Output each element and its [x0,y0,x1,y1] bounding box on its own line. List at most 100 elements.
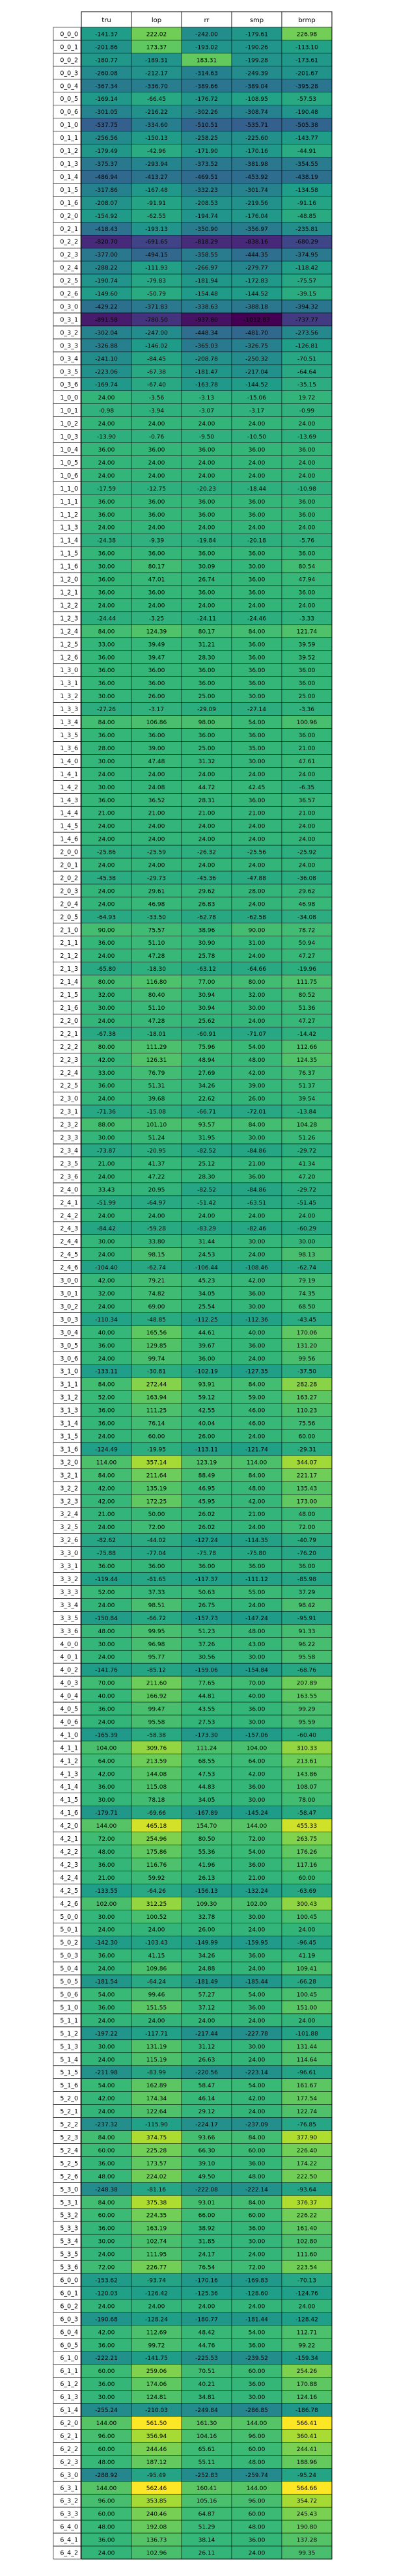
heatmap-cell-value: 111.95 [146,2252,167,2258]
heatmap-cell-value: -118.42 [295,265,318,272]
heatmap-cell-value: 374.75 [146,2135,167,2141]
heatmap-cell-value: 24.00 [249,1966,266,1973]
column-header-label: brmp [298,17,315,24]
heatmap-cell-value: -169.14 [95,96,118,103]
heatmap-cell-value: -818.29 [195,239,218,246]
heatmap-cell-value: 360.41 [297,2434,318,2440]
heatmap-cell-value: 24.00 [249,2057,266,2063]
heatmap-cell-value: 51.10 [148,1005,165,1012]
heatmap-cell-value: -444.35 [245,252,268,259]
row-label: 2_0_1 [60,862,78,869]
heatmap-cell-value: -314.63 [195,70,218,77]
heatmap-cell-value: 24.00 [299,837,316,843]
heatmap-cell-value: 561.50 [146,2420,167,2427]
heatmap-cell-value: 75.96 [198,1044,215,1051]
heatmap-cell-value: -220.56 [195,2070,218,2076]
row-label: 1_3_5 [60,732,78,739]
heatmap-cell-value: 80.52 [299,992,316,999]
row-label: 3_2_1 [60,1472,78,1479]
heatmap-cell-value: 80.00 [98,979,115,986]
heatmap-cell-value: 24.00 [98,2109,115,2115]
heatmap-cell-value: 24.00 [198,2303,215,2310]
heatmap-cell-value: 24.00 [198,863,215,869]
heatmap-cell-value: 39.68 [148,1096,165,1103]
heatmap-cell-value: 126.31 [146,1057,167,1064]
heatmap-cell-value: 28.30 [198,655,215,661]
heatmap-cell-value: -242.00 [195,31,218,38]
heatmap-cell-value: 46.95 [198,1485,215,1492]
heatmap-cell-value: -111.93 [145,265,168,272]
heatmap-cell-value: -3.56 [149,395,165,401]
heatmap-cell-value: 21.00 [98,1875,115,1882]
heatmap-cell-value: 36.00 [148,590,165,596]
row-label: 0_1_5 [60,187,78,194]
heatmap-cell-value: 102.80 [297,2239,318,2245]
heatmap-cell-value: 344.07 [297,1459,318,1466]
heatmap-cell-value: 24.00 [98,603,115,609]
heatmap-cell-value: 300.43 [297,1901,318,1908]
heatmap-cell-value: 51.24 [148,1135,165,1142]
heatmap-cell-value: -83.99 [147,2070,166,2076]
heatmap-cell-value: 74.35 [299,1291,316,1297]
heatmap-cell-value: 30.00 [98,759,115,765]
heatmap-cell-value: 30.56 [198,1655,215,1661]
heatmap-cell-value: -5.76 [299,538,315,545]
heatmap-cell-value: -102.19 [195,1369,218,1376]
heatmap-cell-value: 143.86 [297,1771,318,1778]
heatmap-cell-value: 163.19 [146,2226,167,2232]
heatmap-cell-value: -85.12 [147,1668,166,1674]
row-label: 0_3_4 [60,355,78,362]
heatmap-cell-value: -50.79 [147,291,166,298]
heatmap-cell-value: 48.00 [98,1629,115,1635]
heatmap-cell-value: 42.45 [249,785,266,791]
heatmap-cell-value: -121.74 [245,1446,268,1453]
heatmap-cell-value: -249.84 [195,2407,218,2414]
heatmap-cell-value: 68.55 [198,1758,215,1765]
heatmap-cell-value: 121.74 [297,629,318,635]
heatmap-cell-value: 54.00 [249,1849,266,1856]
row-label: 3_0_5 [60,1342,78,1349]
heatmap-cell-value: 36.00 [98,2381,115,2388]
heatmap-cell-value: 80.54 [299,564,316,571]
heatmap-cell-value: -3.33 [299,616,314,622]
heatmap-cell-value: -199.28 [245,57,268,64]
heatmap-cell-value: -469.51 [195,174,218,181]
heatmap-cell-value: 24.00 [249,953,266,960]
heatmap-cell-value: -190.74 [95,278,118,285]
heatmap-cell-value: -185.44 [245,1979,268,1986]
heatmap-cell-value: 84.00 [98,2135,115,2141]
row-label: 0_0_3 [60,70,78,77]
heatmap-cell-value: 24.00 [249,772,266,778]
heatmap-cell-value: 24.00 [299,1213,316,1219]
row-label: 5_1_2 [60,2030,78,2037]
row-label: 0_1_4 [60,174,78,181]
row-label: 2_2_4 [60,1070,78,1077]
heatmap-cell-value: 78.00 [299,1797,316,1804]
heatmap-cell-value: 37.33 [148,1590,165,1596]
heatmap-cell-value: 30.00 [249,564,266,571]
heatmap-cell-value: 114.00 [247,1459,267,1466]
heatmap-cell-value: 60.00 [299,1875,316,1882]
heatmap-cell-value: 223.54 [297,2265,318,2271]
heatmap-cell-value: 21.00 [249,1512,266,1518]
heatmap-cell-value: 36.00 [249,499,266,506]
heatmap-cell-value: -156.13 [195,1888,218,1895]
heatmap-cell-value: 245.43 [297,2512,318,2518]
heatmap-cell-value: 39.52 [299,655,316,661]
row-label: 5_3_2 [60,2212,78,2219]
heatmap-cell-value: -44.91 [297,148,316,155]
heatmap-cell-value: -104.40 [95,1265,118,1271]
heatmap-cell-value: -64.24 [147,1979,166,1986]
row-label: 1_4_2 [60,784,78,791]
heatmap-cell-value: -334.60 [145,122,168,129]
heatmap-cell-value: 78.72 [299,927,316,934]
row-label: 6_0_1 [60,2290,78,2297]
heatmap-cell-value: 49.50 [198,2174,215,2180]
heatmap-cell-value: 24.00 [98,421,115,427]
heatmap-cell-value: 30.00 [98,785,115,791]
heatmap-cell-value: 54.00 [249,1044,266,1051]
heatmap-cell-value: 26.83 [198,901,215,908]
heatmap-cell-value: 36.00 [249,733,266,739]
heatmap-cell-value: 24.00 [299,2018,316,2024]
heatmap-cell-value: -60.29 [297,1226,316,1232]
